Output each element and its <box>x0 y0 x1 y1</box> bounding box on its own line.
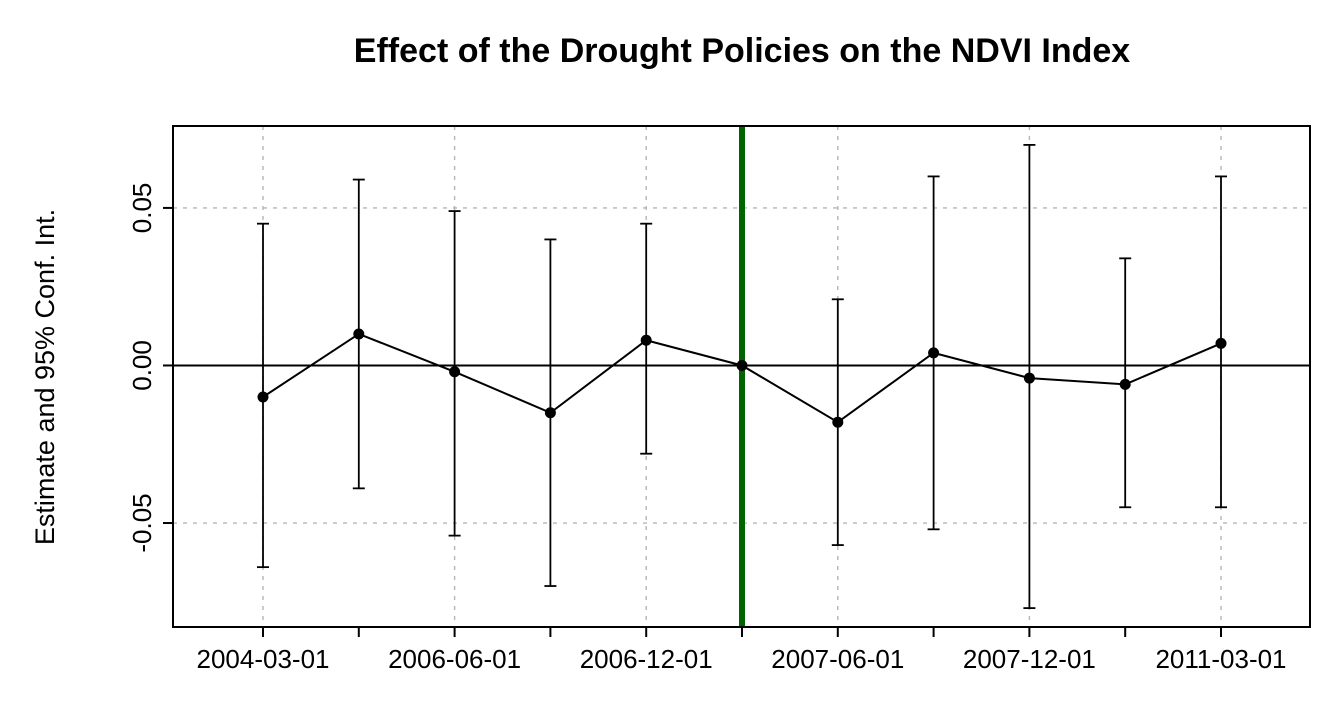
axes: 2004-03-01 2006-06-01 2006-12-01 2007-06-01… <box>127 125 1311 674</box>
x-tick-label: 2007-12-01 <box>963 644 1096 674</box>
estimate-point <box>832 416 844 428</box>
estimate-point <box>257 391 269 403</box>
y-tick-label: -0.05 <box>127 493 157 552</box>
x-tick-label: 2006-12-01 <box>580 644 713 674</box>
x-tick-label: 2004-03-01 <box>197 644 330 674</box>
x-tick-label: 2006-06-01 <box>388 644 521 674</box>
estimate-point <box>1215 337 1227 349</box>
estimate-point <box>928 347 940 359</box>
estimate-point <box>353 328 365 340</box>
chart-title: Effect of the Drought Policies on the ND… <box>354 32 1130 70</box>
x-tick-label: 2011-03-01 <box>1155 644 1286 674</box>
y-axis-label: Estimate and 95% Conf. Int. <box>30 209 60 545</box>
estimate-point <box>1119 378 1131 390</box>
estimate-point <box>736 359 748 371</box>
y-tick-label: 0.00 <box>127 340 157 391</box>
plot-area <box>173 126 1310 627</box>
estimate-point <box>544 407 556 419</box>
estimate-point <box>1023 372 1035 384</box>
y-tick-label: 0.05 <box>127 183 157 234</box>
x-tick-label: 2007-06-01 <box>771 644 904 674</box>
estimate-point <box>449 366 461 378</box>
estimate-point <box>640 334 652 346</box>
